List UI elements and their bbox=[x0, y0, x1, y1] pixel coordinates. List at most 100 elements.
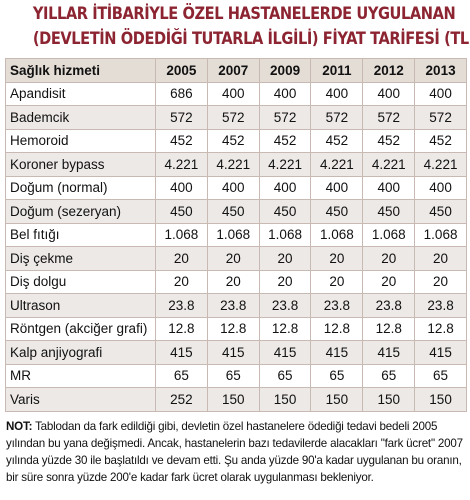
price-cell: 12.8 bbox=[258, 316, 312, 341]
price-cell: 1.068 bbox=[414, 222, 467, 247]
price-cell: 20 bbox=[206, 246, 260, 271]
service-name-cell: Bademcik bbox=[5, 105, 156, 130]
table-header: Sağlık hizmeti 2005 2007 2009 2011 2012 … bbox=[5, 58, 467, 83]
price-cell: 400 bbox=[362, 81, 416, 106]
header-cell-year: 2012 bbox=[362, 58, 416, 83]
price-cell: 572 bbox=[155, 105, 208, 130]
table-row: Bel fıtığı 1.068 1.068 1.068 1.068 1.068 1.068 bbox=[5, 222, 467, 247]
price-cell: 20 bbox=[310, 269, 364, 294]
price-cell: 20 bbox=[155, 269, 208, 294]
price-cell: 572 bbox=[414, 105, 467, 130]
price-cell: 65 bbox=[155, 363, 208, 388]
table-row: Hemoroid 452 452 452 452 452 452 bbox=[5, 128, 467, 153]
price-cell: 400 bbox=[155, 175, 208, 200]
table-row: Diş dolgu 20 20 20 20 20 20 bbox=[5, 269, 467, 294]
service-name-cell: Diş çekme bbox=[5, 246, 156, 271]
price-cell: 150 bbox=[310, 387, 364, 412]
price-cell: 65 bbox=[206, 363, 260, 388]
service-name-cell: Röntgen (akciğer grafi) bbox=[5, 316, 156, 341]
table-row: Koroner bypass 4.221 4.221 4.221 4.221 4.221 4… bbox=[5, 152, 467, 177]
price-cell: 400 bbox=[414, 81, 467, 106]
price-cell: 65 bbox=[362, 363, 416, 388]
price-cell: 400 bbox=[414, 175, 467, 200]
header-cell-year: 2009 bbox=[258, 58, 312, 83]
price-cell: 23.8 bbox=[155, 293, 208, 318]
price-cell: 23.8 bbox=[206, 293, 260, 318]
price-cell: 4.221 bbox=[258, 152, 312, 177]
header-cell-year: 2011 bbox=[310, 58, 364, 83]
price-cell: 12.8 bbox=[206, 316, 260, 341]
price-cell: 415 bbox=[414, 340, 467, 365]
service-name-cell: Apandisit bbox=[5, 81, 156, 106]
price-cell: 452 bbox=[206, 128, 260, 153]
price-cell: 20 bbox=[155, 246, 208, 271]
service-name-cell: Diş dolgu bbox=[5, 269, 156, 294]
price-cell: 20 bbox=[206, 269, 260, 294]
price-cell: 400 bbox=[206, 175, 260, 200]
service-name-cell: Doğum (normal) bbox=[5, 175, 156, 200]
price-cell: 452 bbox=[414, 128, 467, 153]
service-name-cell: Ultrason bbox=[5, 293, 156, 318]
price-cell: 65 bbox=[414, 363, 467, 388]
price-cell: 252 bbox=[155, 387, 208, 412]
price-cell: 150 bbox=[258, 387, 312, 412]
service-name-cell: Hemoroid bbox=[5, 128, 156, 153]
page-title-line-1: YILLAR İTİBARİYLE ÖZEL HASTANELERDE UYGU… bbox=[32, 4, 456, 24]
price-cell: 400 bbox=[310, 81, 364, 106]
price-cell: 4.221 bbox=[206, 152, 260, 177]
price-cell: 572 bbox=[206, 105, 260, 130]
price-cell: 450 bbox=[155, 199, 208, 224]
price-cell: 23.8 bbox=[414, 293, 467, 318]
header-cell-year: 2007 bbox=[206, 58, 260, 83]
price-cell: 12.8 bbox=[310, 316, 364, 341]
header-cell-year: 2013 bbox=[414, 58, 467, 83]
service-name-cell: MR bbox=[5, 363, 156, 388]
price-cell: 452 bbox=[310, 128, 364, 153]
table-row: Bademcik 572 572 572 572 572 572 bbox=[5, 105, 467, 130]
price-cell: 452 bbox=[362, 128, 416, 153]
price-cell: 686 bbox=[155, 81, 208, 106]
price-cell: 20 bbox=[362, 246, 416, 271]
price-cell: 1.068 bbox=[362, 222, 416, 247]
price-cell: 450 bbox=[258, 199, 312, 224]
price-cell: 572 bbox=[258, 105, 312, 130]
price-cell: 65 bbox=[310, 363, 364, 388]
price-cell: 20 bbox=[258, 269, 312, 294]
price-cell: 150 bbox=[362, 387, 416, 412]
price-cell: 20 bbox=[414, 269, 467, 294]
price-cell: 415 bbox=[206, 340, 260, 365]
service-name-cell: Koroner bypass bbox=[5, 152, 156, 177]
footnote-label: NOT: bbox=[6, 420, 33, 433]
price-cell: 452 bbox=[155, 128, 208, 153]
price-cell: 572 bbox=[310, 105, 364, 130]
service-name-cell: Varis bbox=[5, 387, 156, 412]
table-row: MR 65 65 65 65 65 65 bbox=[5, 363, 467, 388]
price-cell: 4.221 bbox=[155, 152, 208, 177]
table-body: Apandisit 686 400 400 400 400 400 Bademcik 572 57… bbox=[5, 81, 467, 412]
price-cell: 450 bbox=[206, 199, 260, 224]
price-cell: 20 bbox=[414, 246, 467, 271]
header-row: Sağlık hizmeti 2005 2007 2009 2011 2012 … bbox=[5, 58, 467, 83]
price-cell: 12.8 bbox=[155, 316, 208, 341]
price-cell: 572 bbox=[362, 105, 416, 130]
price-cell: 12.8 bbox=[362, 316, 416, 341]
table-row: Kalp anjiyografi 415 415 415 415 415 415 bbox=[5, 340, 467, 365]
service-name-cell: Doğum (sezeryan) bbox=[5, 199, 156, 224]
table-row: Ultrason 23.8 23.8 23.8 23.8 23.8 23.8 bbox=[5, 293, 467, 318]
table-row: Doğum (sezeryan) 450 450 450 450 450 450 bbox=[5, 199, 467, 224]
price-cell: 400 bbox=[362, 175, 416, 200]
service-name-cell: Bel fıtığı bbox=[5, 222, 156, 247]
price-cell: 65 bbox=[258, 363, 312, 388]
price-cell: 12.8 bbox=[414, 316, 467, 341]
price-cell: 23.8 bbox=[362, 293, 416, 318]
price-cell: 400 bbox=[258, 175, 312, 200]
table-row: Apandisit 686 400 400 400 400 400 bbox=[5, 81, 467, 106]
table-row: Doğum (normal) 400 400 400 400 400 400 bbox=[5, 175, 467, 200]
price-cell: 4.221 bbox=[310, 152, 364, 177]
price-cell: 1.068 bbox=[206, 222, 260, 247]
header-cell-service: Sağlık hizmeti bbox=[5, 58, 156, 83]
price-cell: 150 bbox=[414, 387, 467, 412]
price-cell: 23.8 bbox=[310, 293, 364, 318]
price-cell: 1.068 bbox=[310, 222, 364, 247]
price-tariff-table: Sağlık hizmeti 2005 2007 2009 2011 2012 … bbox=[5, 58, 467, 412]
